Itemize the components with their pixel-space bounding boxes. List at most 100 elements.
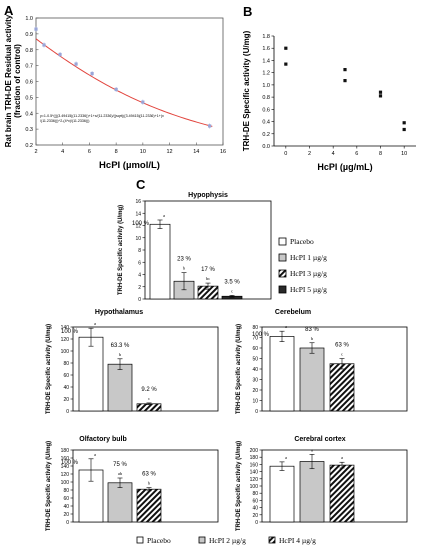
panel-a-ytick-label: 0.5 — [25, 95, 33, 101]
cortex-ytick-label: 60 — [252, 498, 258, 504]
panel-a-xtick-label: 8 — [115, 149, 118, 155]
legend-bottom-swatch-placebo — [136, 536, 144, 544]
hypothalamus-percent-label: 63.3 % — [111, 343, 130, 349]
panel-a-xtick-label: 2 — [34, 149, 37, 155]
hypothalamus-bar — [107, 363, 133, 412]
cerebelum-percent-label: 100 % — [252, 332, 270, 338]
hypophysis-bar — [149, 223, 171, 300]
panel-a-point — [58, 52, 62, 57]
hypophysis-ytick-label: 12 — [135, 224, 141, 230]
olfactory-bar-chart: Olfactory bulb TRH-DE Specific activity (… — [46, 436, 219, 531]
panel-b-xtick-label: 4 — [332, 151, 335, 157]
legend-bottom-label-2: HcPI 2 µg/g — [209, 536, 246, 545]
panel-a-ytick-label: 1.0 — [25, 16, 33, 22]
panel-b-ytick-label: 0.6 — [262, 107, 270, 113]
hypothalamus-title: Hypothalamus — [95, 309, 143, 316]
panel-a-point — [42, 43, 46, 47]
hypophysis-percent-label: 100 % — [132, 221, 150, 227]
hypophysis-significance-letter: a — [163, 213, 165, 218]
panel-b-point — [402, 121, 406, 125]
panel-b-chart: 0.0 0.2 0.4 0.6 0.8 1.0 1.2 1.4 1.6 1.8 0 2 4 6 8 10 H… — [242, 30, 416, 172]
legend-right-label-1: HcPI 1 µg/g — [290, 253, 327, 262]
hypothalamus-ytick-label: 140 — [61, 325, 70, 331]
panel-b-point — [378, 90, 383, 94]
panel-a-point — [114, 87, 118, 92]
olfactory-ytick-label: 140 — [61, 464, 70, 470]
cortex-ytick-label: 100 — [250, 484, 259, 490]
cerebelum-significance-letter: a — [285, 324, 287, 329]
hypothalamus-ytick-label: 100 — [61, 349, 70, 355]
olfactory-ytick-label: 60 — [63, 496, 69, 502]
hypothalamus-ytick-label: 120 — [61, 337, 70, 343]
cortex-significance-letter: a — [311, 447, 313, 452]
hypophysis-ylabel: TRH-DE Specific activity (U/mg) — [118, 205, 124, 295]
hypophysis-ytick-label: 2 — [138, 285, 141, 291]
olfactory-percent-label: 100 % — [61, 460, 79, 466]
legend-bottom: Placebo HcPI 2 µg/g HcPI 4 µg/g — [136, 536, 316, 545]
olfactory-ytick-label: 180 — [61, 448, 70, 454]
legend-right-swatch-5 — [278, 285, 287, 294]
hypothalamus-bar — [78, 336, 104, 412]
panel-a-ytick-label: 0.9 — [25, 32, 33, 38]
panel-a-point — [34, 27, 38, 31]
panel-b-point — [284, 62, 288, 66]
panel-b-ytick-label: 1.6 — [262, 46, 270, 52]
panel-b-ytick-label: 1.8 — [262, 34, 270, 40]
olfactory-title: Olfactory bulb — [79, 436, 126, 443]
hypothalamus-significance-letter: a — [94, 321, 96, 326]
panel-b-ytick-label: 0.0 — [262, 144, 270, 150]
panel-b-xtick-label: 10 — [401, 151, 407, 157]
hypothalamus-ytick-label: 0 — [66, 409, 69, 415]
legend-right-swatch-1 — [278, 253, 287, 262]
olfactory-percent-label: 63 % — [142, 472, 156, 478]
panel-a-xtick-label: 10 — [140, 149, 146, 155]
cortex-significance-letter: a — [285, 455, 287, 460]
legend-right-swatch-3 — [278, 269, 287, 278]
legend-right-swatch-placebo — [278, 237, 287, 246]
panel-a-xtick-label: 14 — [193, 149, 199, 155]
panel-b-ytick-label: 1.4 — [262, 58, 270, 64]
panel-a-ytick-label: 0.4 — [25, 111, 33, 117]
hypothalamus-ytick-label: 60 — [63, 373, 69, 379]
hypothalamus-percent-label: 100 % — [61, 329, 79, 335]
olfactory-bar — [136, 488, 162, 523]
olfactory-ytick-label: 20 — [63, 512, 69, 518]
panel-b-point — [343, 79, 347, 83]
panel-b-point — [343, 68, 347, 72]
cortex-bar — [329, 464, 355, 523]
cortex-ytick-label: 40 — [252, 506, 258, 512]
cerebelum-percent-label: 83 % — [305, 327, 319, 333]
cerebelum-ytick-label: 80 — [252, 325, 258, 331]
panel-a-ylabel-line-2: (fraction of control) — [13, 44, 22, 118]
panel-b-xtick-label: 6 — [355, 151, 358, 157]
olfactory-bar — [107, 482, 133, 523]
hypothalamus-ylabel: TRH-DE Specific activity (U/mg) — [46, 324, 52, 414]
panel-label-b: B — [243, 4, 252, 19]
legend-right-label-5: HcPI 5 µg/g — [290, 285, 327, 294]
cortex-ylabel: TRH-DE Specific activity (U/mg) — [236, 441, 242, 531]
cortex-title: Cerebral cortex — [294, 436, 345, 443]
cerebelum-ytick-label: 20 — [252, 388, 258, 394]
panel-a-ytick-label: 0.8 — [25, 48, 33, 54]
panel-a-point — [74, 62, 78, 66]
olfactory-ylabel: TRH-DE Specific activity (U/mg) — [46, 441, 52, 531]
hypophysis-significance-letter: bc — [206, 276, 210, 281]
cerebelum-ylabel: TRH-DE Specific activity (U/mg) — [236, 324, 242, 414]
cerebelum-percent-label: 63 % — [335, 343, 349, 349]
panel-b-point — [378, 94, 383, 98]
cerebelum-bar — [299, 347, 325, 412]
hypothalamus-significance-letter: c — [148, 396, 150, 401]
cerebelum-title: Cerebelum — [275, 309, 311, 316]
hypophysis-significance-letter: b — [183, 266, 186, 271]
panel-a-point — [90, 71, 94, 76]
hypophysis-percent-label: 3.5 % — [224, 279, 240, 285]
hypophysis-percent-label: 23 % — [177, 257, 191, 263]
cerebelum-ytick-label: 40 — [252, 367, 258, 373]
hypophysis-ytick-label: 6 — [138, 260, 141, 266]
panel-a-equation-line-1: y=1-0.5*((((3.49415|(11.2336))+1+x/(11.2… — [40, 114, 164, 118]
cortex-ytick-label: 120 — [250, 477, 259, 483]
cortex-ytick-label: 160 — [250, 462, 259, 468]
cortex-significance-letter: a — [341, 455, 343, 460]
cortex-bar — [269, 465, 295, 523]
legend-bottom-label-placebo: Placebo — [147, 536, 171, 545]
